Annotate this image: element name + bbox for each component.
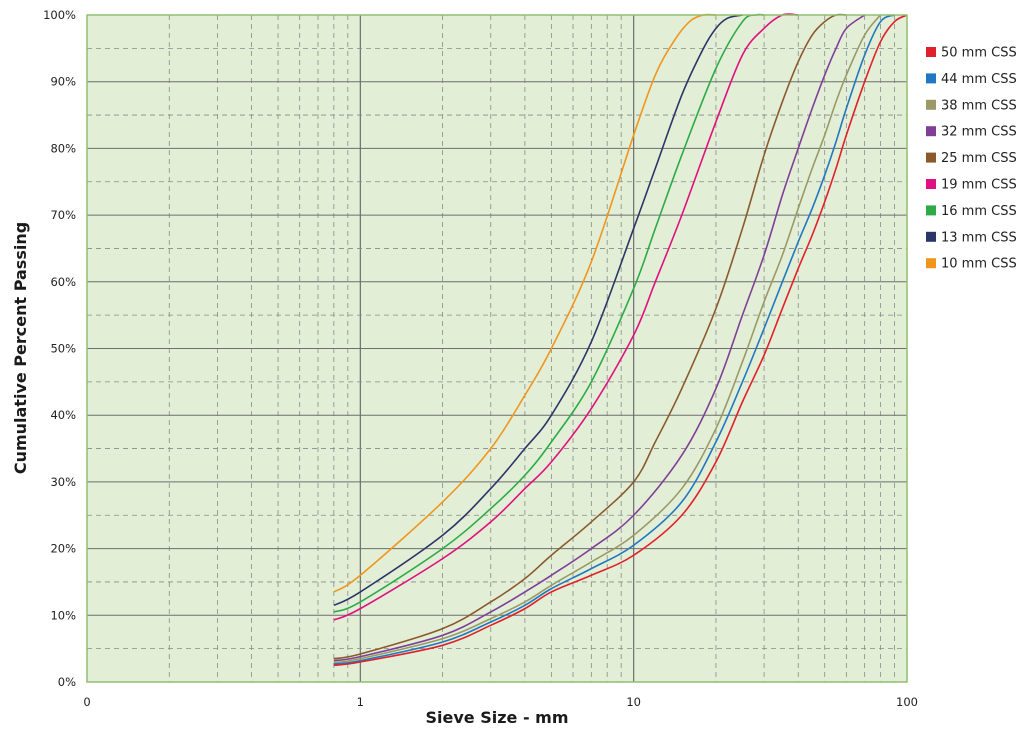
x-tick-label: 100 <box>896 695 918 709</box>
legend-swatch-44-mm-css <box>926 73 936 84</box>
legend-label-13-mm-css: 13 mm CSS <box>941 230 1017 245</box>
legend: 50 mm CSS 44 mm CSS 38 mm CSS 32 mm CSS 25 m… <box>926 46 1017 272</box>
y-tick-label: 90% <box>50 75 76 89</box>
x-axis-ticks: 0 1 10 100 <box>83 695 918 709</box>
series-line-19-mm-css <box>333 13 799 621</box>
y-tick-label: 50% <box>50 342 76 356</box>
legend-label-50-mm-css: 50 mm CSS <box>941 46 1017 61</box>
plot-frame <box>86 14 908 683</box>
y-tick-label: 30% <box>50 475 76 489</box>
legend-swatch-16-mm-css <box>926 205 936 216</box>
y-axis-title: Cumulative Percent Passing <box>11 222 30 474</box>
x-tick-label: 10 <box>626 695 641 709</box>
legend-swatch-50-mm-css <box>926 47 936 57</box>
y-tick-label: 20% <box>50 542 76 556</box>
y-tick-label: 10% <box>50 608 76 622</box>
legend-label-44-mm-css: 44 mm CSS <box>941 72 1017 87</box>
x-axis-title: Sieve Size - mm <box>425 708 568 727</box>
series-line-16-mm-css <box>333 13 765 613</box>
y-tick-label: 100% <box>43 8 76 22</box>
series-line-32-mm-css <box>333 14 866 662</box>
y-tick-label: 0% <box>58 675 76 689</box>
legend-label-38-mm-css: 38 mm CSS <box>941 98 1017 113</box>
y-tick-label: 60% <box>50 275 76 289</box>
legend-label-25-mm-css: 25 mm CSS <box>941 151 1017 166</box>
legend-label-32-mm-css: 32 mm CSS <box>941 125 1017 140</box>
legend-label-16-mm-css: 16 mm CSS <box>941 204 1017 219</box>
y-tick-label: 70% <box>50 208 76 222</box>
y-tick-label: 40% <box>50 408 76 422</box>
series-line-38-mm-css <box>333 14 882 664</box>
y-axis-ticks: 0% 10% 20% 30% 40% 50% 60% 70% 80% 90% 100% <box>43 8 76 689</box>
legend-swatch-10-mm-css <box>926 258 936 269</box>
legend-swatch-19-mm-css <box>926 179 936 189</box>
x-tick-label: 1 <box>357 695 364 709</box>
x-tick-label: 0 <box>83 695 90 709</box>
grid-lines <box>87 15 907 682</box>
series-line-25-mm-css <box>333 13 847 660</box>
legend-swatch-38-mm-css <box>926 99 936 110</box>
series-layer <box>333 13 908 667</box>
legend-label-10-mm-css: 10 mm CSS <box>941 257 1017 272</box>
y-tick-label: 80% <box>50 141 76 155</box>
legend-swatch-32-mm-css <box>926 126 936 137</box>
legend-swatch-13-mm-css <box>926 231 936 242</box>
series-line-10-mm-css <box>333 13 716 593</box>
legend-swatch-25-mm-css <box>926 152 936 163</box>
series-line-50-mm-css <box>333 14 908 667</box>
legend-label-19-mm-css: 19 mm CSS <box>941 178 1017 193</box>
series-line-13-mm-css <box>333 14 743 607</box>
series-line-44-mm-css <box>333 14 895 665</box>
